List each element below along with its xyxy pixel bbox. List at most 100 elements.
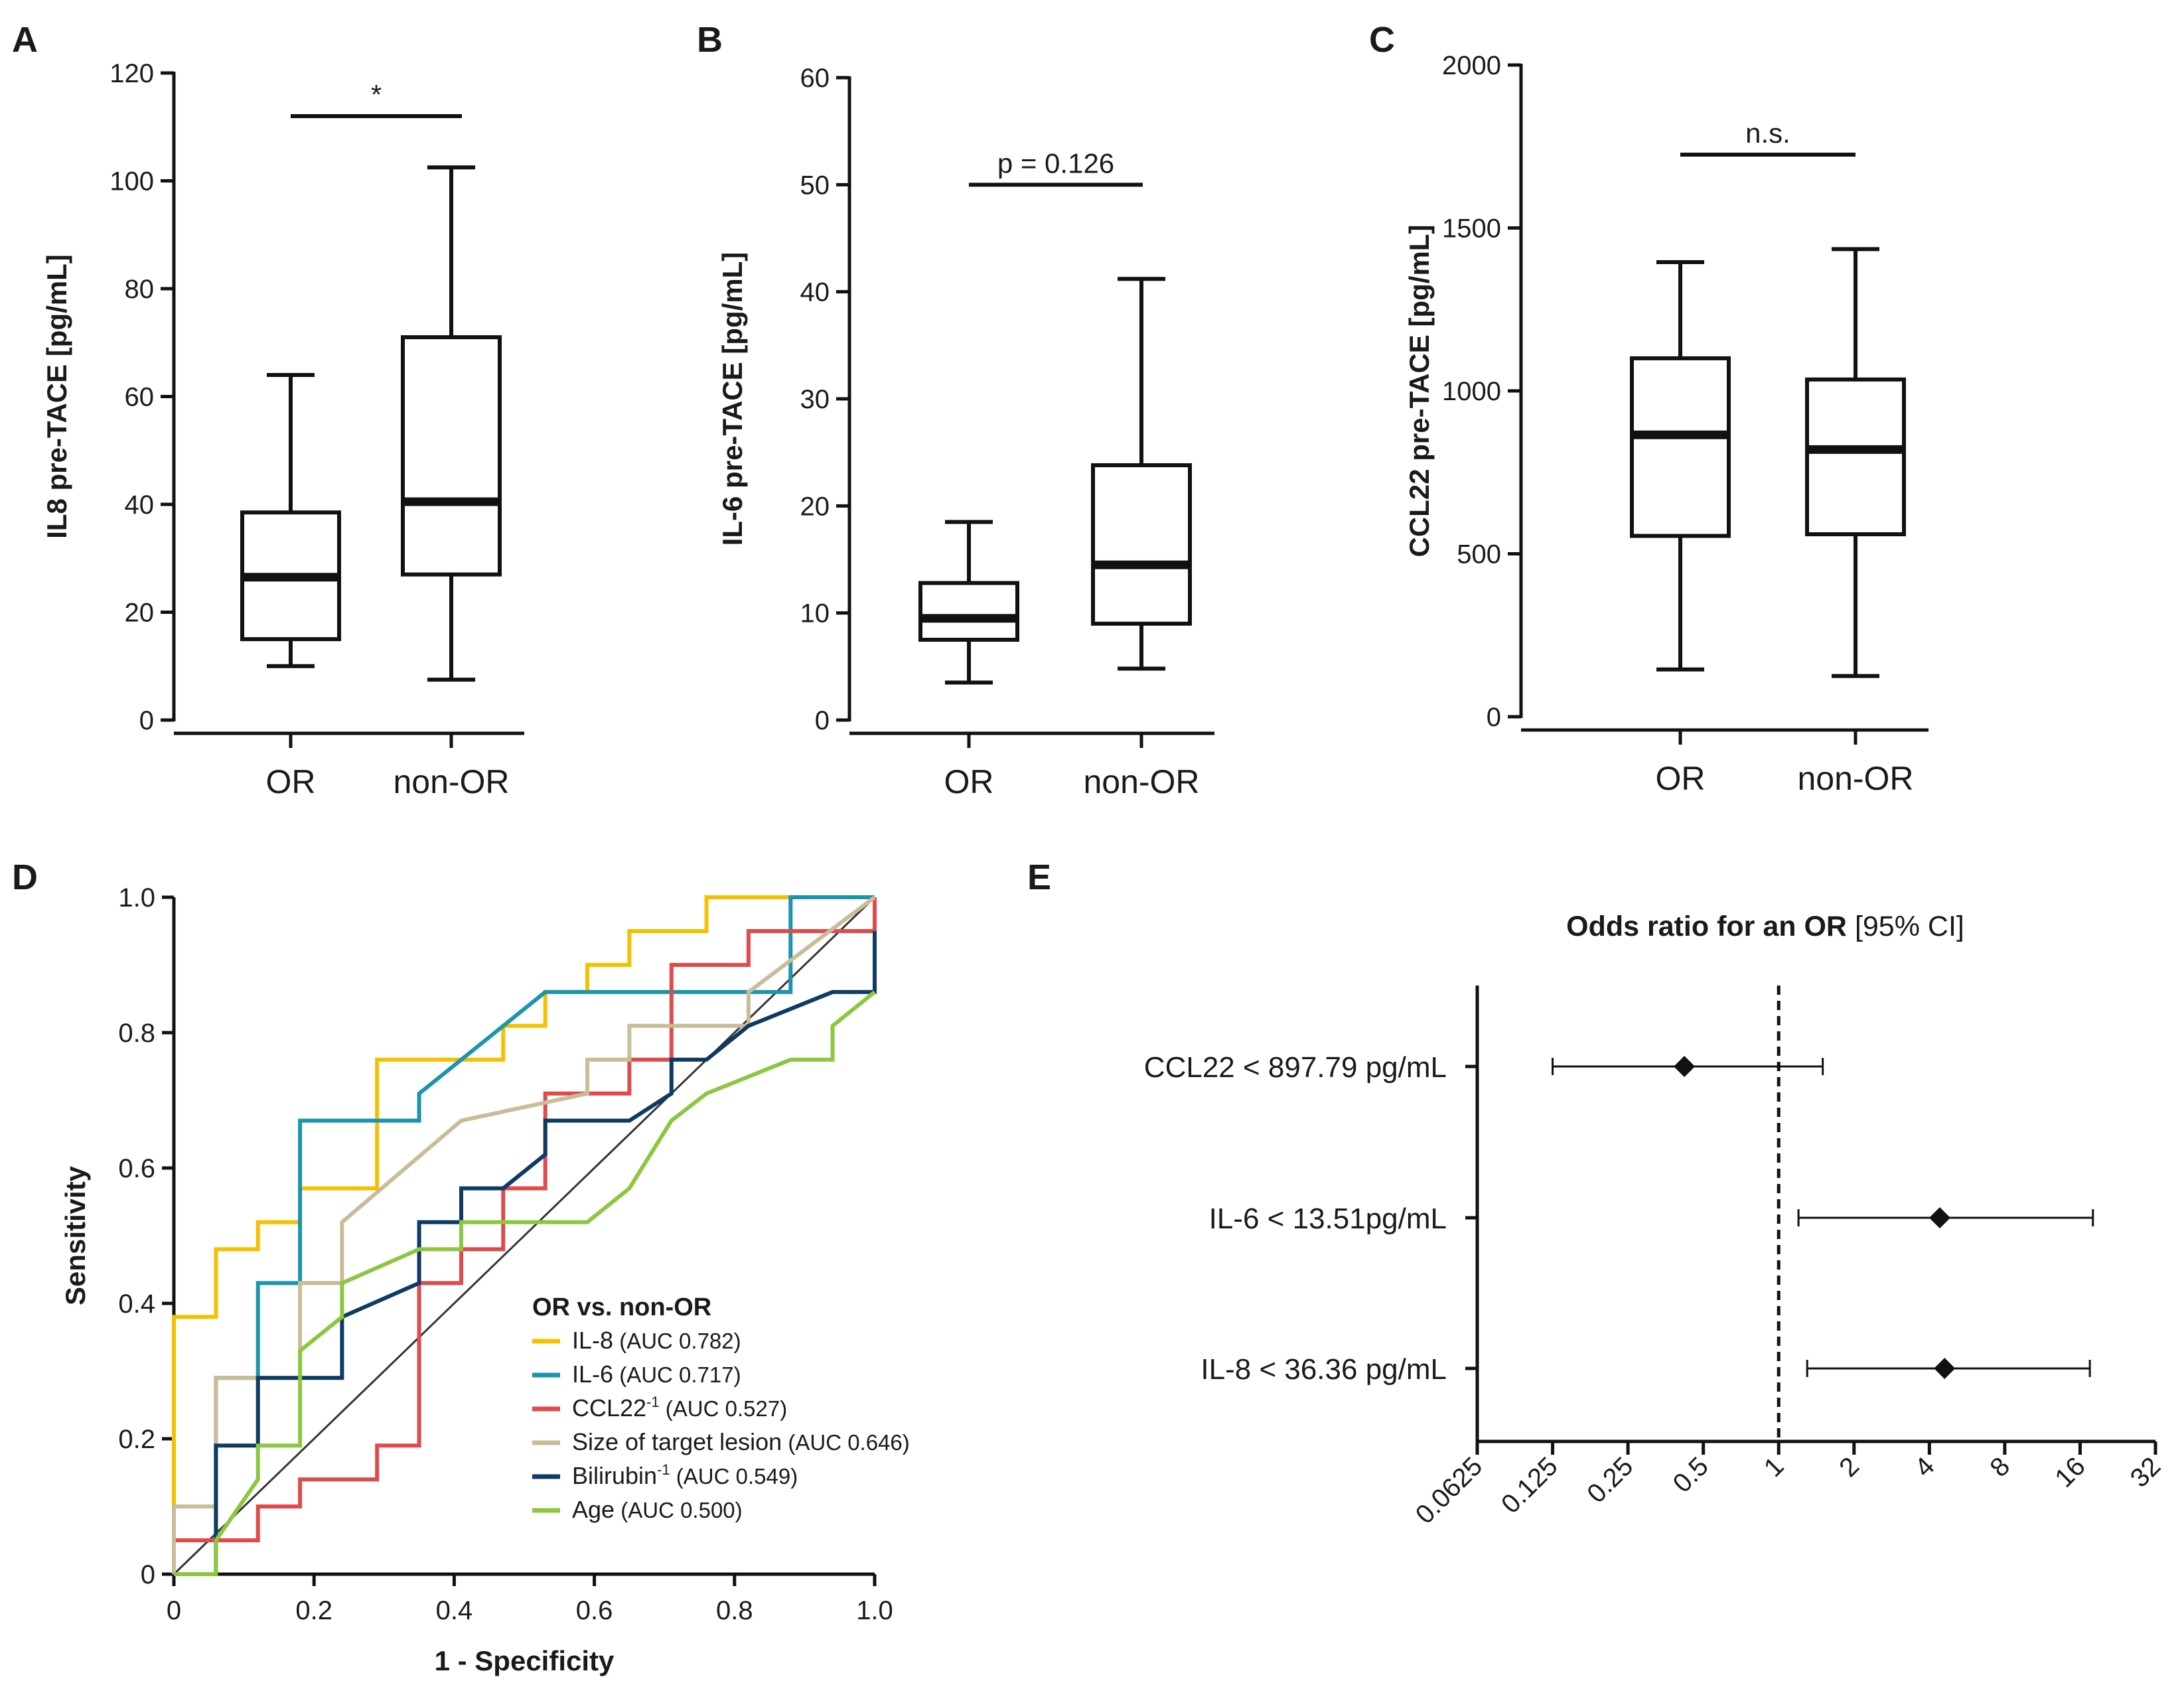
category-label: non-OR [1797, 760, 1913, 797]
forest-title: Odds ratio for an OR [95% CI] [1566, 911, 1964, 942]
x-tick-label: 16 [2049, 1451, 2091, 1493]
legend-item: Age (AUC 0.500) [572, 1496, 743, 1523]
y-tick-label: 80 [125, 275, 155, 304]
forest-title-bold: Odds ratio for an OR [1566, 911, 1847, 942]
y-tick-label: 20 [800, 492, 830, 521]
legend-name: CCL22 [572, 1394, 646, 1422]
roc-curve-age [174, 990, 876, 1576]
legend-item: IL-6 (AUC 0.717) [572, 1360, 741, 1388]
x-tick-label: 0.5 [1668, 1451, 1714, 1498]
row-label: IL-6 < 13.51pg/mL [1209, 1203, 1447, 1235]
row-label: CCL22 < 897.79 pg/mL [1144, 1051, 1447, 1084]
panel-letter-b: B [697, 20, 723, 60]
y-tick-label: 60 [125, 383, 155, 412]
reference-diagonal [173, 896, 876, 1575]
significance-label: p = 0.126 [997, 147, 1114, 179]
category-label: OR [944, 763, 994, 800]
y-tick-label: 100 [109, 167, 154, 196]
x-tick-label: 8 [1984, 1451, 2015, 1483]
category-label: OR [266, 763, 316, 800]
legend-name: Bilirubin [572, 1462, 657, 1489]
x-tick-label: 4 [1909, 1451, 1940, 1483]
panel-d: D 0 0.2 0.4 0.6 0.8 1.0 0 0.2 0.4 0.6 0.8 1.0 1 - Sp… [12, 857, 910, 1676]
panel-b: B 0 10 20 30 40 50 60 OR non-OR IL-6 pre-TACE [pg… [697, 20, 1214, 800]
y-tick-label: 60 [800, 64, 830, 93]
y-tick-label: 40 [125, 490, 155, 520]
x-tick-label: 0.125 [1496, 1451, 1564, 1519]
iqr-box [401, 335, 502, 577]
panel-a: A 0 20 40 60 80 100 120 OR non-OR IL8 pre-TACE [p… [12, 20, 524, 800]
category-label: non-OR [393, 763, 509, 800]
odds-ratio-marker [1934, 1358, 1956, 1379]
legend-gap [782, 1430, 788, 1455]
legend-gap [670, 1464, 676, 1489]
panel-e: E Odds ratio for an OR [95% CI] 0.0625 0.1… [1027, 857, 2166, 1530]
legend-name: IL-6 [572, 1360, 613, 1388]
y-axis-label: IL-6 pre-TACE [pg/mL] [717, 252, 748, 546]
y-tick-label: 0 [1487, 703, 1501, 732]
y-tick-label: 1500 [1442, 214, 1501, 244]
y-axis-label: Sensitivity [60, 1165, 91, 1305]
legend-auc: (AUC 0.717) [619, 1362, 741, 1387]
panel-c: C 0 500 1000 1500 2000 OR non-OR CCL22 pre-TACE… [1369, 20, 1929, 797]
x-tick-label: 0.2 [295, 1596, 332, 1625]
panel-letter-e: E [1027, 857, 1051, 897]
x-tick-label: 0.4 [436, 1596, 473, 1625]
legend-gap [660, 1396, 666, 1421]
y-tick-label: 0.2 [118, 1425, 155, 1454]
roc-curve-bilirubin [174, 931, 877, 1576]
x-tick-label: 0 [167, 1596, 181, 1625]
y-tick-label: 40 [800, 278, 830, 307]
roc-curve-size-of-target-lesion [172, 895, 876, 1574]
x-tick-label: 2 [1834, 1451, 1865, 1483]
x-tick-label: 0.6 [576, 1596, 613, 1625]
legend-item: Size of target lesion (AUC 0.646) [572, 1428, 910, 1455]
legend-auc: (AUC 0.549) [676, 1464, 798, 1489]
legend-gap [613, 1329, 619, 1353]
iqr-box [918, 581, 1019, 642]
legend-auc: (AUC 0.646) [788, 1430, 909, 1455]
legend-superscript: -1 [657, 1461, 670, 1478]
y-tick-label: 50 [800, 171, 830, 200]
legend-superscript: -1 [646, 1394, 660, 1410]
legend-item: IL-8 (AUC 0.782) [572, 1327, 741, 1354]
y-tick-label: 30 [800, 385, 830, 414]
legend-gap [615, 1498, 620, 1522]
panel-letter-d: D [12, 857, 38, 897]
y-tick-label: 10 [800, 599, 830, 628]
y-tick-label: 1.0 [118, 883, 155, 913]
legend-gap [613, 1362, 619, 1387]
x-tick-label: 1.0 [856, 1596, 893, 1625]
x-tick-label: 32 [2125, 1451, 2167, 1493]
y-tick-label: 0.6 [118, 1154, 155, 1183]
odds-ratio-marker [1929, 1207, 1950, 1228]
x-tick-label: 0.8 [716, 1596, 753, 1625]
legend-name: Size of target lesion [572, 1428, 782, 1455]
y-tick-label: 0.4 [118, 1289, 155, 1319]
y-tick-label: 0 [141, 1560, 155, 1589]
y-tick-label: 0.8 [118, 1019, 155, 1048]
x-tick-label: 1 [1759, 1451, 1790, 1483]
x-tick-label: 0.0625 [1410, 1451, 1489, 1530]
panel-letter-c: C [1369, 20, 1395, 60]
y-tick-label: 1000 [1442, 377, 1501, 406]
y-tick-label: 0 [139, 706, 154, 735]
legend-name: Age [572, 1496, 615, 1523]
y-tick-label: 120 [109, 59, 154, 88]
category-label: OR [1656, 760, 1706, 797]
odds-ratio-marker [1674, 1056, 1696, 1077]
category-label: non-OR [1083, 763, 1199, 800]
x-tick-label: 0.25 [1581, 1451, 1638, 1508]
y-tick-label: 0 [815, 706, 830, 735]
y-axis-label: CCL22 pre-TACE [pg/mL] [1404, 225, 1435, 557]
y-tick-label: 500 [1457, 540, 1501, 569]
iqr-box [1805, 377, 1906, 537]
significance-label: * [371, 79, 382, 110]
significance-label: n.s. [1745, 117, 1790, 149]
iqr-box [1091, 463, 1192, 626]
legend-auc: (AUC 0.500) [620, 1498, 742, 1522]
legend-item: Bilirubin-1 (AUC 0.549) [572, 1461, 798, 1489]
x-axis-label: 1 - Specificity [435, 1645, 615, 1676]
legend-name: IL-8 [572, 1327, 613, 1354]
